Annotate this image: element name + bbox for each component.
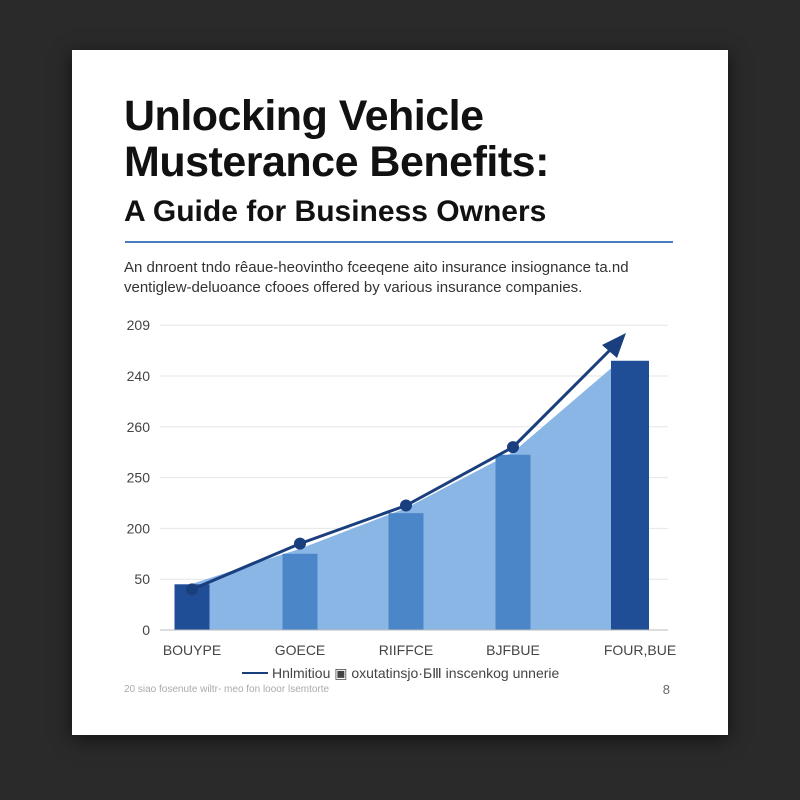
category-label: FOUR,BUE [604,642,676,658]
y-tick-label: 240 [127,368,151,384]
subtitle: A Guide for Business Owners [124,195,547,228]
footer-note: 20 siao fosenute wiltr- meo fon looor ls… [124,684,330,695]
category-label: BOUYPE [163,642,221,658]
page-number: 8 [662,682,670,697]
trend-point [400,499,412,512]
trend-point [294,537,306,550]
trend-point [186,583,198,596]
y-tick-label: 0 [142,622,150,638]
trend-point [507,441,519,454]
y-tick-label: 209 [127,317,151,333]
category-label: BJFBUE [486,642,540,658]
y-tick-label: 50 [134,571,150,587]
bar [282,553,318,630]
y-tick-label: 260 [127,419,151,435]
y-tick-label: 200 [127,520,151,536]
bar [495,454,531,630]
category-label: RIIFFCE [379,642,433,658]
description: An dnroent tndo rêaue-heovintho fceeqene… [124,259,629,296]
legend-label: Hnlmitiou ▣ oxutatinsjo·БⅢ inscenkog unn… [272,665,560,681]
category-label: GOECE [275,642,326,658]
trend-arrow-head [602,333,626,358]
divider [125,241,673,243]
title-line-2: Musterance Benefits: [124,138,549,186]
title-line-1: Unlocking Vehicle [124,92,484,140]
bar [388,513,424,630]
bar [611,360,649,630]
y-tick-label: 250 [127,470,151,486]
